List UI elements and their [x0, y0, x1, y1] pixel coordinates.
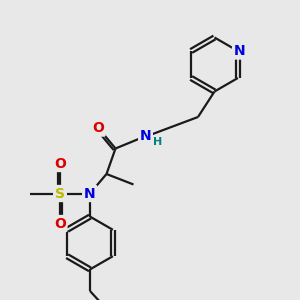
Text: S: S	[55, 187, 65, 200]
Text: N: N	[234, 44, 245, 58]
Text: O: O	[54, 157, 66, 170]
Text: O: O	[92, 121, 104, 135]
Text: N: N	[140, 130, 151, 143]
Text: N: N	[84, 187, 96, 200]
Text: O: O	[54, 217, 66, 230]
Text: H: H	[154, 137, 163, 147]
